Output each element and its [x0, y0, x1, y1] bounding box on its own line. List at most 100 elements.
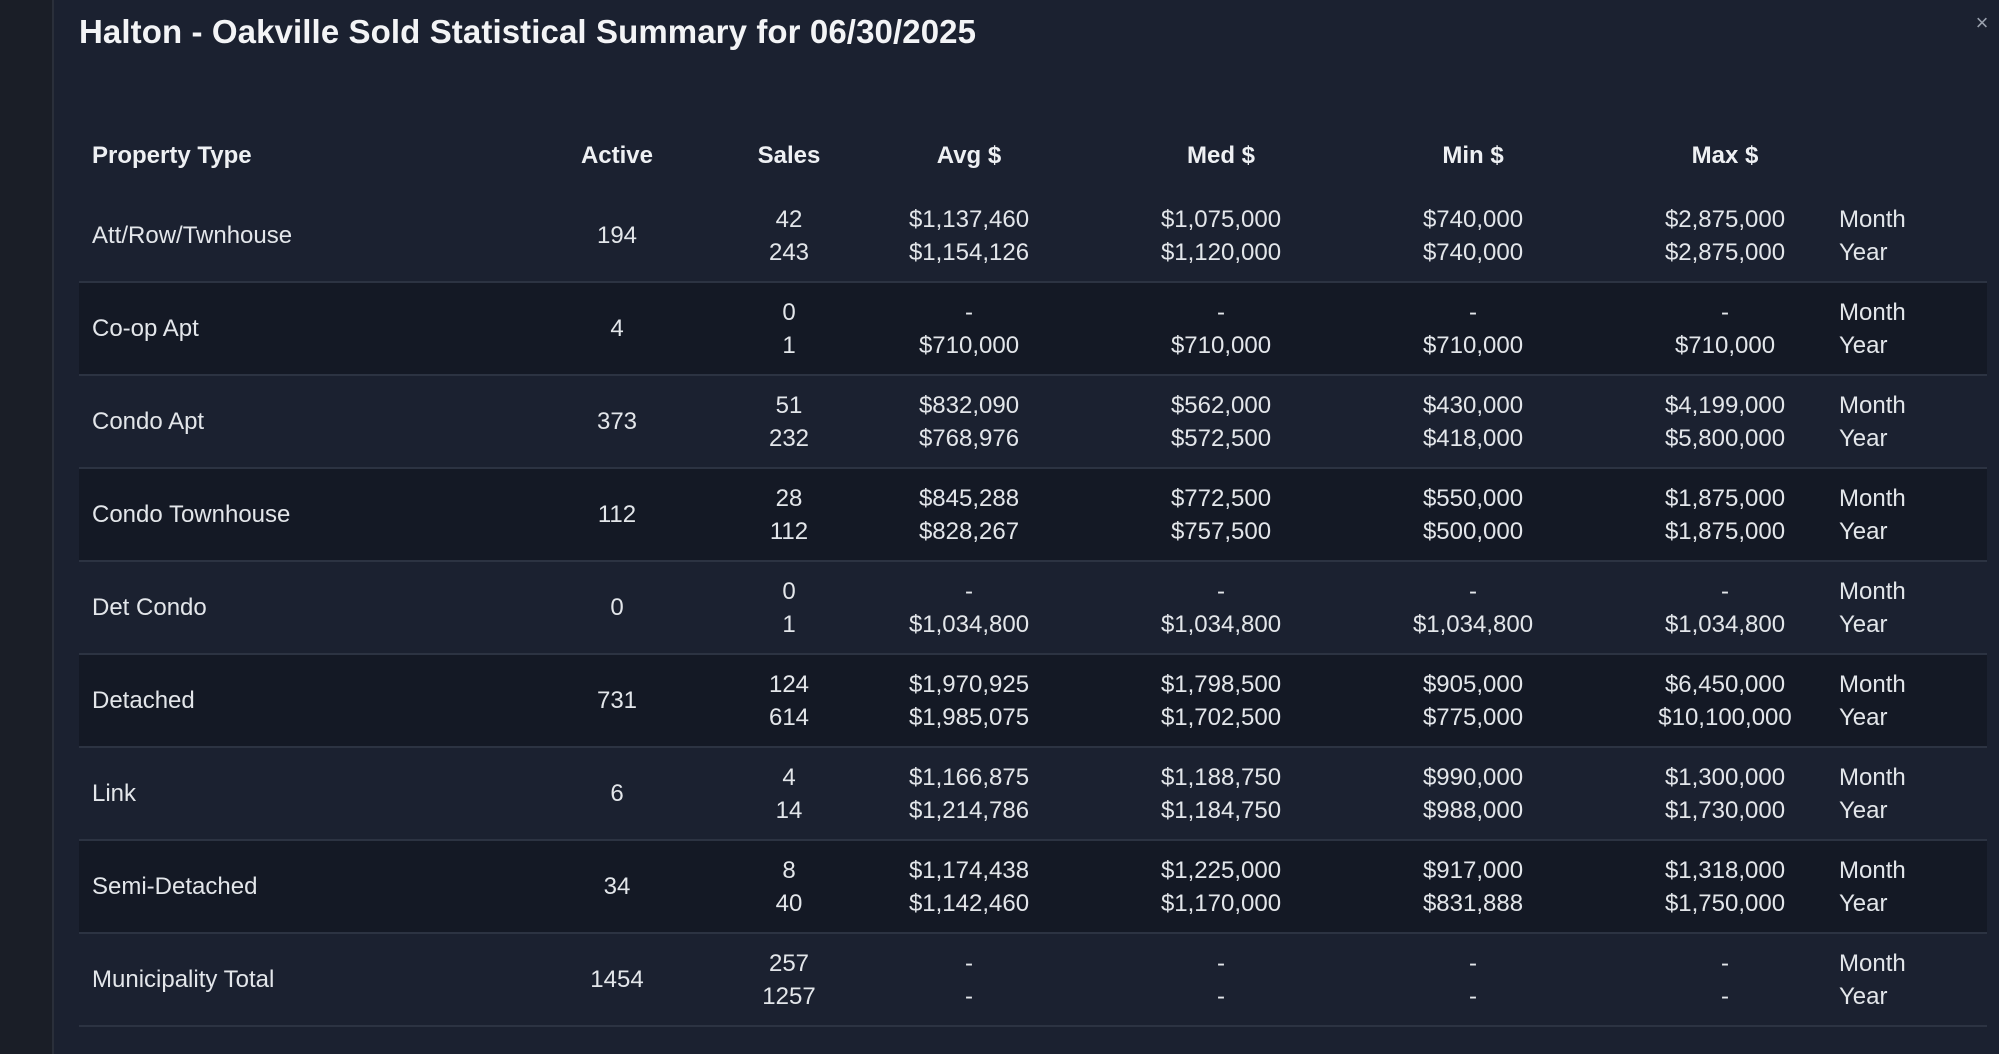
med-year-value: $1,184,750 [1160, 796, 1282, 824]
period-year-label: Year [1839, 238, 1888, 266]
median-price-cell: $1,798,500 $1,702,500 [1091, 655, 1351, 746]
med-month-value: $1,188,750 [1160, 763, 1282, 791]
active-count-cell: 1454 [590, 965, 644, 993]
min-price-cell: $430,000 $418,000 [1343, 376, 1603, 467]
max-month-value: - [1721, 577, 1729, 605]
active-count-cell: 0 [610, 593, 624, 621]
max-year-value: $1,730,000 [1664, 796, 1786, 824]
max-price-cell: $1,300,000 $1,730,000 [1595, 748, 1855, 839]
header-avg: Avg $ [936, 142, 1002, 169]
sales-count-cell: 8 40 [699, 841, 879, 932]
min-month-value: $905,000 [1422, 670, 1524, 698]
period-label-cell: Month Year [1839, 748, 1979, 839]
period-year-label: Year [1839, 517, 1888, 545]
sales-month-value: 28 [775, 484, 803, 512]
med-month-value: - [1217, 949, 1225, 977]
active-count-cell: 731 [596, 686, 638, 714]
min-price-cell: $905,000 $775,000 [1343, 655, 1603, 746]
sales-year-value: 1 [782, 331, 796, 359]
table-row: Condo Townhouse 112 28 112 $845,288 $828,267 $… [79, 469, 1987, 562]
table-row: Det Condo 0 0 1- $1,034,800- $1,034,800- $1,03… [79, 562, 1987, 655]
sales-month-value: 4 [782, 763, 796, 791]
close-icon[interactable]: × [1975, 10, 1989, 35]
avg-month-value: $1,137,460 [908, 205, 1030, 233]
sales-year-value: 112 [769, 517, 809, 545]
period-year-label: Year [1839, 703, 1888, 731]
period-month-label: Month [1839, 391, 1906, 419]
med-month-value: - [1217, 577, 1225, 605]
max-price-cell: -- [1595, 934, 1855, 1025]
statistical-summary-modal: Halton - Oakville Sold Statistical Summa… [54, 0, 1999, 1054]
active-count-cell: 4 [610, 314, 624, 342]
property-type-cell: Detached [92, 686, 195, 714]
max-year-value: $10,100,000 [1658, 703, 1792, 731]
median-price-cell: -- [1091, 934, 1351, 1025]
sales-count-cell: 42 243 [699, 190, 879, 281]
sales-year-value: 1 [782, 610, 796, 638]
min-year-value: $710,000 [1422, 331, 1524, 359]
period-year-label: Year [1839, 331, 1888, 359]
min-year-value: $740,000 [1422, 238, 1524, 266]
avg-month-value: $832,090 [918, 391, 1020, 419]
min-year-value: $1,034,800 [1412, 610, 1534, 638]
max-month-value: $1,300,000 [1664, 763, 1786, 791]
active-count-cell: 6 [610, 779, 624, 807]
med-year-value: $710,000 [1170, 331, 1272, 359]
min-year-value: $500,000 [1422, 517, 1524, 545]
med-month-value: $562,000 [1170, 391, 1272, 419]
med-month-value: $1,075,000 [1160, 205, 1282, 233]
sales-count-cell: 28 112 [699, 469, 879, 560]
header-sales: Sales [757, 142, 821, 169]
avg-price-cell: $1,970,925 $1,985,075 [839, 655, 1099, 746]
property-type-cell: Semi-Detached [92, 872, 258, 900]
med-year-value: $1,120,000 [1160, 238, 1282, 266]
property-type-cell: Municipality Total [92, 965, 275, 993]
med-month-value: - [1217, 298, 1225, 326]
min-price-cell: $990,000 $988,000 [1343, 748, 1603, 839]
min-year-value: - [1469, 982, 1477, 1010]
avg-year-value: $828,267 [918, 517, 1020, 545]
property-type-cell: Condo Apt [92, 407, 205, 435]
sales-count-cell: 124 614 [699, 655, 879, 746]
avg-year-value: $1,985,075 [908, 703, 1030, 731]
sales-count-cell: 51 232 [699, 376, 879, 467]
header-active: Active [580, 142, 654, 169]
table-row: Condo Apt 373 51 232 $832,090 $768,976 $562,00… [79, 376, 1987, 469]
avg-month-value: $1,166,875 [908, 763, 1030, 791]
property-type-cell: Link [92, 779, 137, 807]
sales-month-value: 51 [775, 391, 803, 419]
avg-month-value: $1,174,438 [908, 856, 1030, 884]
period-month-label: Month [1839, 856, 1906, 884]
period-year-label: Year [1839, 610, 1888, 638]
min-price-cell: $550,000 $500,000 [1343, 469, 1603, 560]
sales-month-value: 257 [768, 949, 810, 977]
sales-year-value: 232 [768, 424, 810, 452]
min-month-value: - [1469, 949, 1477, 977]
max-price-cell: $1,318,000 $1,750,000 [1595, 841, 1855, 932]
med-year-value: $757,500 [1170, 517, 1272, 545]
table-row: Co-op Apt 4 0 1- $710,000- $710,000- $710,000-… [79, 283, 1987, 376]
min-year-value: $988,000 [1422, 796, 1524, 824]
period-month-label: Month [1839, 763, 1906, 791]
avg-price-cell: $845,288 $828,267 [839, 469, 1099, 560]
page-backdrop [0, 0, 52, 1054]
header-med: Med $ [1186, 142, 1255, 169]
med-month-value: $772,500 [1170, 484, 1272, 512]
avg-year-value: $710,000 [918, 331, 1020, 359]
min-month-value: $430,000 [1422, 391, 1524, 419]
max-year-value: - [1721, 982, 1729, 1010]
period-year-label: Year [1839, 796, 1888, 824]
min-year-value: $418,000 [1422, 424, 1524, 452]
min-month-value: - [1469, 298, 1477, 326]
period-month-label: Month [1839, 577, 1906, 605]
active-count-cell: 112 [597, 500, 637, 528]
min-price-cell: $917,000 $831,888 [1343, 841, 1603, 932]
table-row: Semi-Detached 34 8 40 $1,174,438 $1,142,460 $1… [79, 841, 1987, 934]
max-price-cell: $2,875,000 $2,875,000 [1595, 190, 1855, 281]
sales-month-value: 0 [782, 298, 796, 326]
period-month-label: Month [1839, 205, 1906, 233]
med-year-value: - [1217, 982, 1225, 1010]
period-label-cell: Month Year [1839, 376, 1979, 467]
